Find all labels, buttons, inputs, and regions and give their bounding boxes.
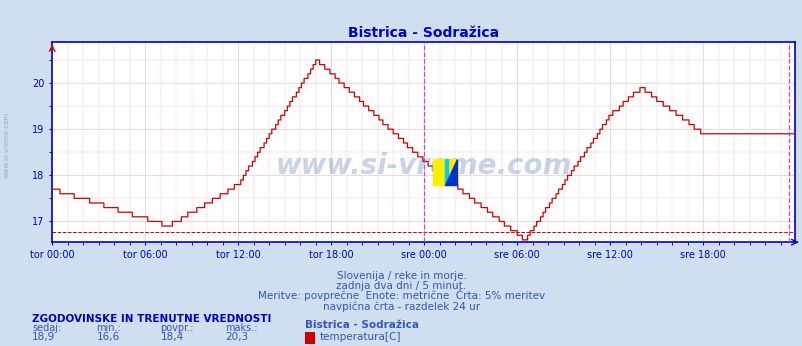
Text: ZGODOVINSKE IN TRENUTNE VREDNOSTI: ZGODOVINSKE IN TRENUTNE VREDNOSTI [32, 315, 271, 325]
Bar [433, 159, 456, 184]
Text: 20,3: 20,3 [225, 333, 248, 343]
Text: 16,6: 16,6 [96, 333, 119, 343]
Text: temperatura[C]: temperatura[C] [319, 333, 400, 343]
Text: www.si-vreme.com: www.si-vreme.com [3, 112, 10, 179]
Text: min.:: min.: [96, 324, 121, 334]
Text: Slovenija / reke in morje.: Slovenija / reke in morje. [336, 271, 466, 281]
Text: Meritve: povprečne  Enote: metrične  Črta: 5% meritev: Meritve: povprečne Enote: metrične Črta:… [257, 289, 545, 301]
Bar [444, 159, 448, 184]
Text: sedaj:: sedaj: [32, 324, 61, 334]
Text: maks.:: maks.: [225, 324, 257, 334]
Text: navpična črta - razdelek 24 ur: navpična črta - razdelek 24 ur [322, 301, 480, 312]
Text: Bistrica - Sodražica: Bistrica - Sodražica [305, 320, 419, 330]
Text: www.si-vreme.com: www.si-vreme.com [275, 152, 571, 180]
Title: Bistrica - Sodražica: Bistrica - Sodražica [347, 26, 499, 40]
Text: 18,9: 18,9 [32, 333, 55, 343]
Text: zadnja dva dni / 5 minut.: zadnja dva dni / 5 minut. [336, 281, 466, 291]
Text: 18,4: 18,4 [160, 333, 184, 343]
Text: povpr.:: povpr.: [160, 324, 194, 334]
Polygon shape [444, 159, 456, 184]
